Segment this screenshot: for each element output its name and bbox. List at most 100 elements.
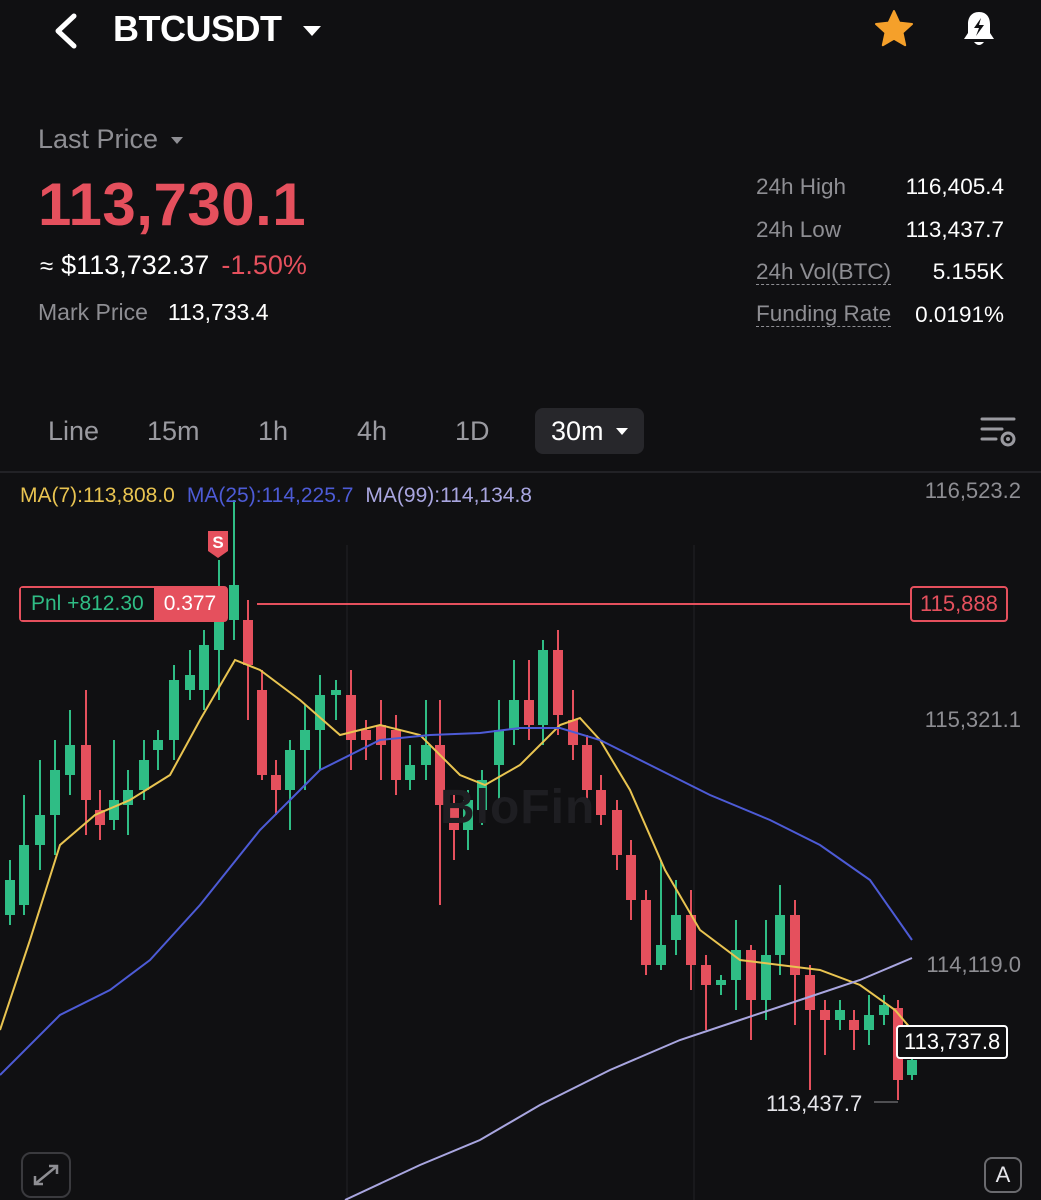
ma99-line xyxy=(344,957,913,1200)
candle-down xyxy=(346,695,356,740)
chart-settings-icon xyxy=(980,417,1016,447)
chart-settings-button[interactable] xyxy=(978,414,1020,450)
y-axis-label: 114,119.0 xyxy=(926,952,1021,977)
tab-label: 30m xyxy=(551,416,604,446)
caret-down-icon xyxy=(303,26,322,36)
ma99-label: MA(99):114,134.8 xyxy=(365,484,532,507)
stat-label: 24h High xyxy=(756,174,847,200)
candle-down xyxy=(746,950,756,1000)
tab-1h[interactable]: 1h xyxy=(258,416,289,446)
candle-up xyxy=(405,765,415,780)
mark-price-row: Mark Price 113,733.4 xyxy=(38,299,269,326)
candle-up xyxy=(835,1010,845,1020)
last-price-label: Last Price xyxy=(38,124,159,154)
watermark: BloFin xyxy=(440,781,596,834)
candle-up xyxy=(5,880,15,915)
candle-down xyxy=(524,700,534,725)
candle-down xyxy=(820,1010,830,1020)
stat-value: 0.0191% xyxy=(915,301,1004,327)
usd-price: $113,732.37 xyxy=(61,250,210,280)
stat-label: 24h Low xyxy=(756,216,842,242)
candle-up xyxy=(761,955,771,1000)
sell-marker-text: S xyxy=(212,533,223,552)
back-button[interactable] xyxy=(46,8,86,52)
candle-up xyxy=(214,600,224,650)
entry-price-tag[interactable]: 115,888 xyxy=(910,586,1008,622)
candle-up xyxy=(300,730,310,750)
candle-up xyxy=(229,585,239,620)
caret-down-icon xyxy=(615,427,628,435)
candlestick-chart[interactable] xyxy=(0,474,1041,1200)
candle-up xyxy=(199,645,209,690)
mark-price-label: Mark Price xyxy=(38,299,148,325)
expand-chart-button[interactable] xyxy=(21,1152,71,1198)
bell-alert-icon xyxy=(964,12,994,45)
candle-up xyxy=(153,740,163,750)
candle-up xyxy=(907,1060,917,1075)
stat-label[interactable]: 24h Vol(BTC) xyxy=(756,258,892,285)
stat-24h-volume: 24h Vol(BTC) 5.155K xyxy=(756,251,1004,294)
candle-down xyxy=(849,1020,859,1030)
candle-up xyxy=(50,770,60,815)
auto-scale-button[interactable]: A xyxy=(984,1157,1022,1193)
mark-price-value: 113,733.4 xyxy=(167,299,269,325)
candle-up xyxy=(671,915,681,940)
candle-up xyxy=(139,760,149,790)
ma25-label: MA(25):114,225.7 xyxy=(186,484,354,507)
stat-value: 5.155K xyxy=(932,259,1004,285)
candle-down xyxy=(361,730,371,740)
candle-up xyxy=(538,650,548,725)
candle-down xyxy=(553,650,563,715)
candle-down xyxy=(641,900,651,965)
candle-up xyxy=(477,780,487,810)
position-pnl-tag[interactable]: Pnl +812.30 0.377 xyxy=(19,586,229,622)
candle-up xyxy=(656,945,666,965)
stat-funding-rate: Funding Rate 0.0191% xyxy=(756,294,1004,337)
low-marker-label: 113,437.7 xyxy=(766,1091,863,1116)
candle-up xyxy=(716,980,726,985)
tab-line[interactable]: Line xyxy=(48,416,100,446)
candle-up xyxy=(864,1015,874,1030)
candle-up xyxy=(879,1005,889,1015)
candle-up xyxy=(315,695,325,730)
sell-marker-icon: S xyxy=(208,531,228,558)
candle-up xyxy=(19,845,29,905)
candle-up xyxy=(65,745,75,775)
candle-down xyxy=(626,855,636,900)
price-alert-button[interactable] xyxy=(957,6,1001,52)
tab-1d[interactable]: 1D xyxy=(455,416,490,446)
y-axis-label: 116,523.2 xyxy=(924,478,1021,503)
candle-down xyxy=(271,775,281,790)
ma-legend: MA(7):113,808.0 MA(25):114,225.7 MA(99):… xyxy=(20,484,532,508)
candle-down xyxy=(81,745,91,800)
candle-down xyxy=(805,975,815,1010)
stat-label[interactable]: Funding Rate xyxy=(756,301,892,328)
approx-symbol: ≈ xyxy=(40,253,54,280)
change-percent: -1.50% xyxy=(221,250,307,280)
candle-up xyxy=(509,700,519,730)
chevron-left-icon xyxy=(55,13,77,49)
star-icon xyxy=(875,10,913,47)
symbol-selector[interactable]: BTCUSDT xyxy=(113,8,322,50)
tab-30m[interactable]: 30m xyxy=(535,408,644,454)
candle-down xyxy=(701,965,711,985)
symbol-name: BTCUSDT xyxy=(113,8,282,49)
y-axis-label: 115,321.1 xyxy=(924,707,1021,732)
candle-down xyxy=(686,915,696,965)
tab-4h[interactable]: 4h xyxy=(357,416,388,446)
candle-up xyxy=(285,750,295,790)
candle-up xyxy=(35,815,45,845)
candle-down xyxy=(435,745,445,805)
sell-marker[interactable]: S xyxy=(206,529,230,559)
candle-down xyxy=(596,790,606,815)
favorite-button[interactable] xyxy=(872,8,916,52)
pnl-value: Pnl +812.30 xyxy=(21,588,154,620)
tab-15m[interactable]: 15m xyxy=(147,416,200,446)
candle-up xyxy=(775,915,785,955)
current-price-tag: 113,737.8 xyxy=(896,1025,1009,1059)
last-price-selector[interactable]: Last Price xyxy=(38,124,184,155)
candle-up xyxy=(494,730,504,765)
candle-up xyxy=(185,675,195,690)
candle-down xyxy=(582,745,592,790)
ma7-line xyxy=(0,658,913,1031)
